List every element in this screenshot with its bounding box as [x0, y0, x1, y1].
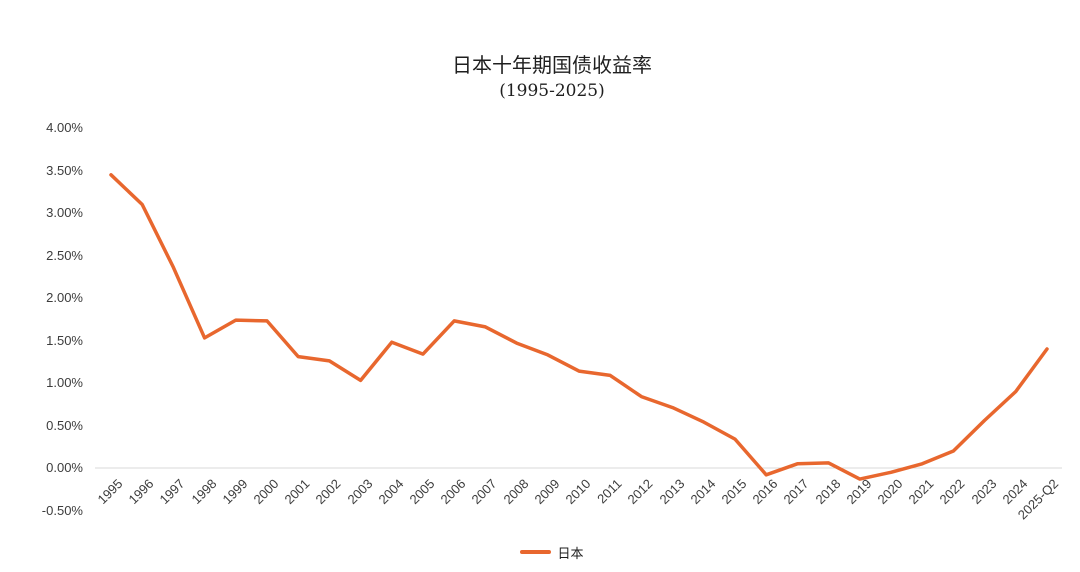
- legend: 日本: [24, 543, 1080, 561]
- chart-title: 日本十年期国债收益率: [452, 53, 652, 77]
- y-tick-label: -0.50%: [41, 502, 83, 518]
- y-tick-label: 1.50%: [46, 332, 83, 348]
- y-tick-label: 4.00%: [46, 120, 83, 135]
- yield-line-japan: [109, 173, 1049, 481]
- y-tick-label: 0.50%: [46, 417, 83, 433]
- y-tick-label: 2.00%: [46, 290, 83, 305]
- legend-label: 日本: [557, 545, 584, 561]
- chart-subtitle: (1995-2025): [499, 81, 605, 101]
- y-tick-label: 1.00%: [46, 375, 83, 390]
- chart-header: 日本十年期国债收益率 (1995-2025): [24, 52, 1080, 104]
- y-tick-label: 3.00%: [46, 205, 83, 220]
- legend-line-swatch: [520, 550, 552, 554]
- y-tick-label: 2.50%: [46, 247, 83, 263]
- y-tick-label: 0.00%: [46, 460, 83, 475]
- y-tick-label: 3.50%: [46, 162, 83, 178]
